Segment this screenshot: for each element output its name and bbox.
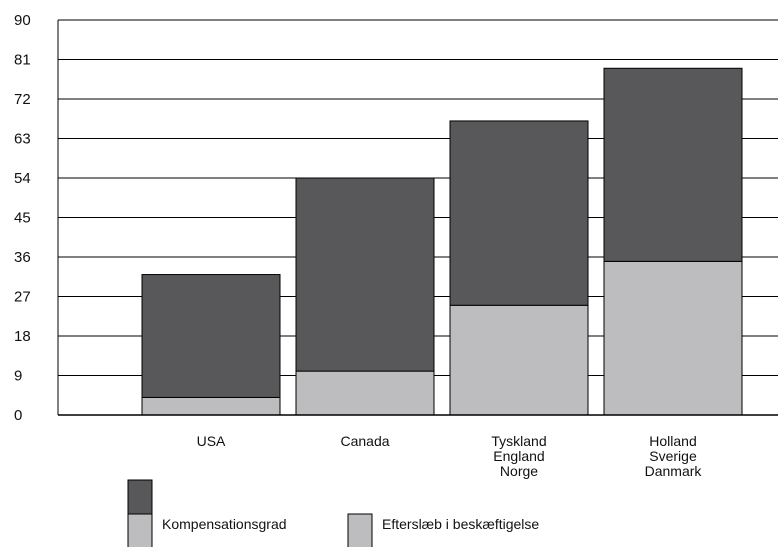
y-tick-label: 27 (14, 289, 31, 306)
x-category-label: Tyskland (491, 433, 546, 449)
y-tick-label: 63 (14, 131, 31, 148)
x-category-label: USA (197, 433, 226, 449)
y-tick-label: 45 (14, 210, 31, 227)
legend-label: Kompensationsgrad (162, 516, 287, 532)
y-tick-label: 54 (14, 170, 31, 187)
legend-label: Efterslæb i beskæftigelse (382, 516, 539, 532)
legend-swatch (347, 513, 373, 547)
bar-segment-lower (449, 304, 589, 416)
y-tick-label: 90 (14, 12, 31, 29)
bar-segment-lower (295, 370, 435, 416)
bar-segment-lower (141, 396, 281, 416)
legend: Kompensationsgrad Efterslæb i beskæftigel… (127, 479, 539, 547)
y-tick-label: 0 (14, 407, 22, 424)
y-tick-label: 36 (14, 249, 31, 266)
legend-swatch (127, 513, 153, 547)
x-category-label: Sverige (649, 448, 697, 464)
bars (141, 67, 743, 416)
bar-segment-upper (603, 67, 743, 262)
x-category-label: Danmark (645, 463, 703, 479)
bar-segment-upper (295, 177, 435, 372)
x-category-label: England (493, 448, 544, 464)
bar-segment-lower (603, 260, 743, 416)
y-tick-label: 9 (14, 368, 22, 385)
y-tick-label: 72 (14, 91, 31, 108)
bar-segment-upper (141, 274, 281, 398)
x-category-label: Canada (340, 433, 389, 449)
bar-segment-upper (449, 120, 589, 306)
x-category-label: Holland (649, 433, 696, 449)
y-tick-label: 81 (14, 52, 31, 69)
x-category-label: Norge (500, 463, 538, 479)
legend-swatch (127, 479, 153, 515)
y-axis-tick-labels: 0 9 18 27 36 45 54 63 72 81 90 (14, 12, 31, 424)
y-tick-label: 18 (14, 328, 31, 345)
